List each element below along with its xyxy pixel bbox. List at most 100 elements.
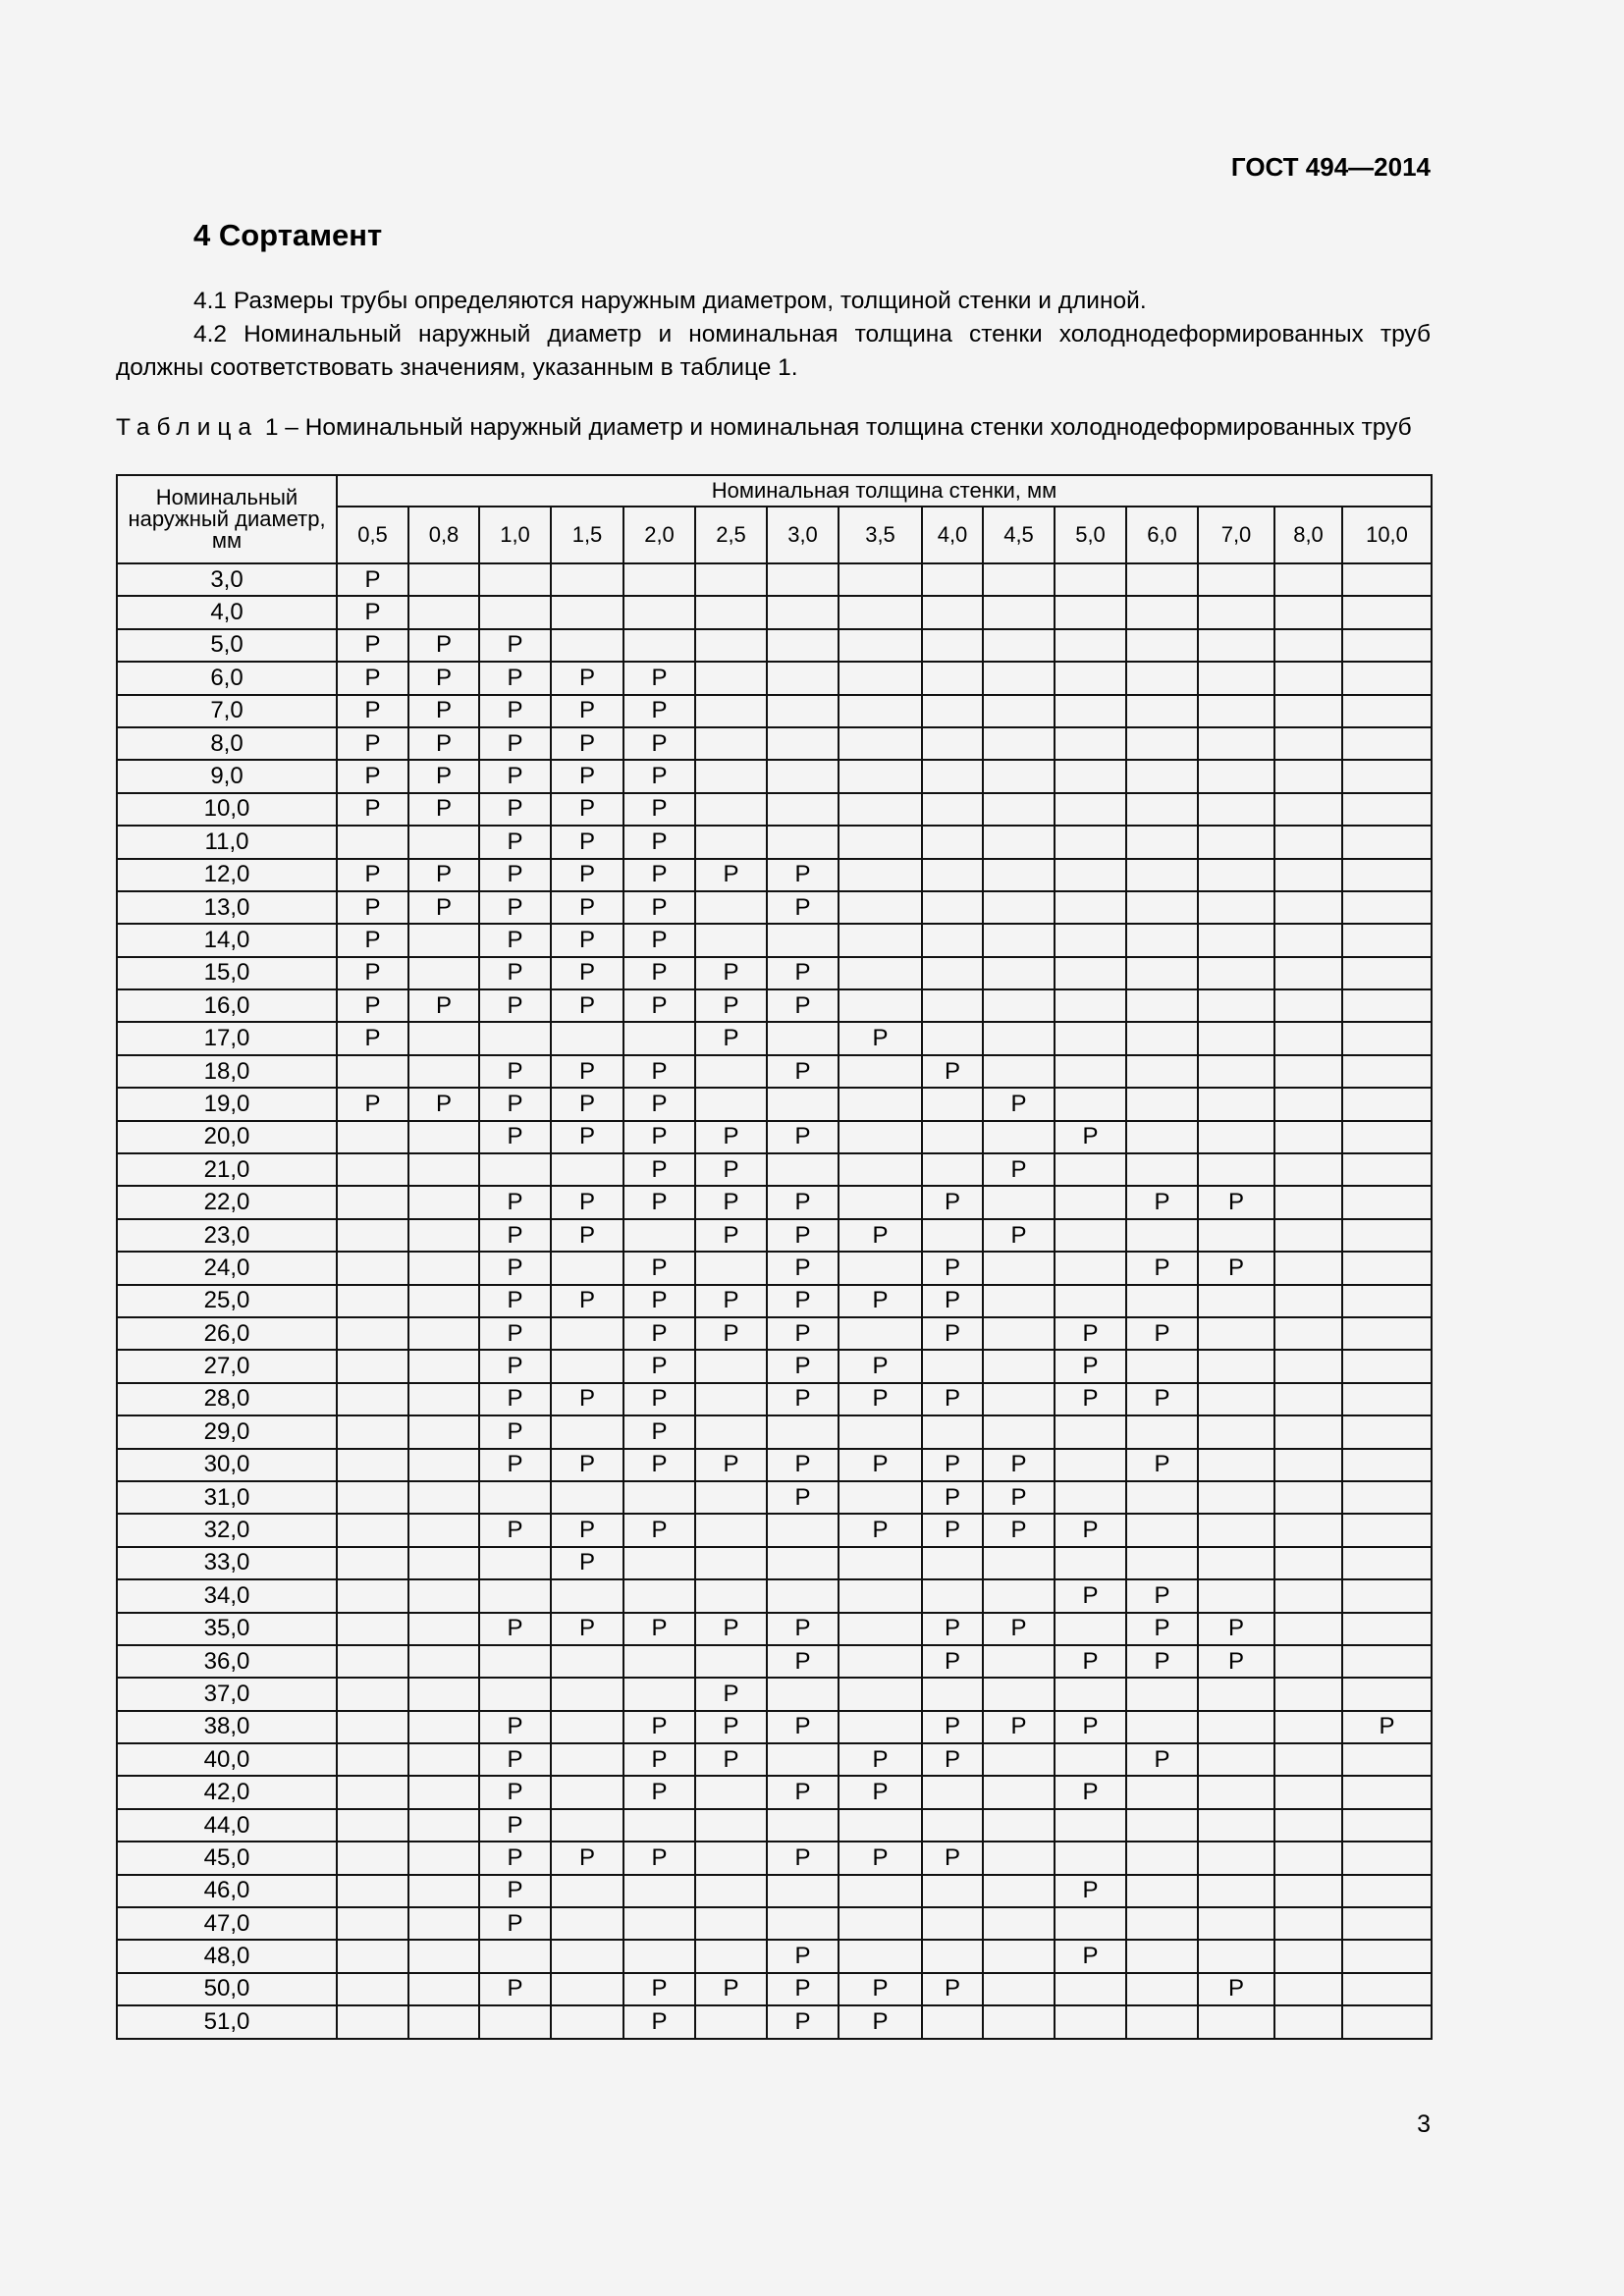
thickness-cell xyxy=(1197,1087,1275,1122)
thickness-cell xyxy=(623,1643,696,1680)
table-row: 35,0 Р Р Р Р Р Р Р Р Р xyxy=(116,1611,1433,1646)
thickness-cell: Р xyxy=(766,1053,839,1090)
thickness-cell: Р xyxy=(1054,1775,1127,1810)
thickness-cell xyxy=(550,561,624,598)
diameter-cell: 18,0 xyxy=(116,1053,338,1090)
thickness-cell: Р xyxy=(550,955,624,991)
thickness-cell: Р xyxy=(478,1906,552,1942)
thickness-cell: Р xyxy=(838,1217,923,1254)
thickness-cell xyxy=(1197,889,1275,926)
thickness-column-header: 4,0 xyxy=(921,506,984,564)
thickness-cell xyxy=(1125,1152,1199,1188)
thickness-cell xyxy=(1273,1381,1343,1417)
thickness-cell xyxy=(1197,955,1275,991)
thickness-cell xyxy=(550,1677,624,1712)
thickness-cell xyxy=(407,923,480,958)
thickness-cell xyxy=(1125,2004,1199,2040)
paragraph-4-2: 4.2 Номинальный наружный диаметр и номин… xyxy=(116,321,1431,381)
thickness-cell xyxy=(407,1021,480,1056)
thickness-cell: Р xyxy=(478,1873,552,1909)
thickness-cell xyxy=(407,1545,480,1581)
thickness-cell xyxy=(550,1775,624,1810)
thickness-cell: Р xyxy=(694,955,768,991)
thickness-cell xyxy=(1273,1709,1343,1745)
thickness-cell xyxy=(766,1087,839,1122)
thickness-cell xyxy=(1054,595,1127,630)
thickness-cell xyxy=(1273,1251,1343,1286)
diameter-cell: 4,0 xyxy=(116,595,338,630)
thickness-cell: Р xyxy=(1054,1643,1127,1680)
thickness-cell xyxy=(1125,1545,1199,1581)
thickness-cell: Р xyxy=(623,2004,696,2040)
thickness-cell: Р xyxy=(478,825,552,860)
thickness-cell: Р xyxy=(921,1611,984,1646)
thickness-column-header: 0,5 xyxy=(336,506,409,564)
thickness-cell: Р xyxy=(478,1283,552,1318)
thickness-cell xyxy=(982,1742,1056,1778)
thickness-cell: Р xyxy=(623,759,696,794)
thickness-cell xyxy=(921,1087,984,1122)
thickness-cell xyxy=(982,1545,1056,1581)
thickness-cell xyxy=(838,1611,923,1646)
thickness-cell xyxy=(1054,1217,1127,1254)
thickness-cell xyxy=(1197,759,1275,794)
thickness-cell: Р xyxy=(921,1283,984,1318)
thickness-cell xyxy=(1125,955,1199,991)
thickness-cell xyxy=(921,1807,984,1843)
thickness-cell: Р xyxy=(982,1217,1056,1254)
table-row: 17,0 Р Р Р xyxy=(116,1021,1433,1056)
thickness-cell: Р xyxy=(623,1152,696,1188)
thickness-cell xyxy=(694,759,768,794)
thickness-cell xyxy=(623,1906,696,1942)
thickness-cell xyxy=(1054,955,1127,991)
thickness-cell: Р xyxy=(1054,1709,1127,1745)
diameter-cell: 37,0 xyxy=(116,1677,338,1712)
thickness-cell: Р xyxy=(550,1087,624,1122)
thickness-cell: Р xyxy=(550,857,624,892)
thickness-cell: Р xyxy=(623,1381,696,1417)
thickness-cell: Р xyxy=(623,1415,696,1450)
thickness-cell xyxy=(407,1217,480,1254)
thickness-cell: Р xyxy=(623,1251,696,1286)
thickness-cell xyxy=(766,693,839,728)
thickness-cell: Р xyxy=(623,1775,696,1810)
thickness-cell: Р xyxy=(982,1479,1056,1516)
thickness-cell xyxy=(838,791,923,828)
table-row: 4,0 Р xyxy=(116,595,1433,630)
pipe-sizes-table: Номинальный наружный диаметр, мм Номинал… xyxy=(116,474,1433,2040)
diameter-header: Номинальный наружный диаметр, мм xyxy=(116,474,338,564)
diameter-cell: 47,0 xyxy=(116,1906,338,1942)
thickness-cell xyxy=(1273,1545,1343,1581)
thickness-cell xyxy=(1273,759,1343,794)
thickness-cell xyxy=(982,1251,1056,1286)
diameter-cell: 38,0 xyxy=(116,1709,338,1745)
thickness-cell xyxy=(1125,627,1199,664)
thickness-cell xyxy=(407,1185,480,1220)
thickness-cell xyxy=(766,1677,839,1712)
thickness-cell xyxy=(694,1479,768,1516)
thickness-cell xyxy=(982,1873,1056,1909)
thickness-cell: Р xyxy=(623,1185,696,1220)
thickness-cell: Р xyxy=(921,1315,984,1352)
thickness-cell xyxy=(921,1775,984,1810)
thickness-cell xyxy=(336,2004,409,2040)
diameter-cell: 21,0 xyxy=(116,1152,338,1188)
table-row: 44,0 Р xyxy=(116,1807,1433,1843)
diameter-cell: 16,0 xyxy=(116,988,338,1024)
thickness-cell xyxy=(1125,693,1199,728)
thickness-cell: Р xyxy=(623,1053,696,1090)
thickness-cell xyxy=(336,1152,409,1188)
thickness-cell xyxy=(336,1447,409,1482)
thickness-cell xyxy=(1273,1185,1343,1220)
thickness-cell xyxy=(838,1152,923,1188)
thickness-cell xyxy=(838,923,923,958)
thickness-cell xyxy=(1197,791,1275,828)
thickness-cell xyxy=(407,1939,480,1974)
thickness-cell xyxy=(921,1415,984,1450)
thickness-cell xyxy=(1054,693,1127,728)
thickness-cell xyxy=(694,1873,768,1909)
thickness-cell: Р xyxy=(838,1447,923,1482)
thickness-cell: Р xyxy=(407,889,480,926)
thickness-cell xyxy=(1273,1939,1343,1974)
diameter-cell: 14,0 xyxy=(116,923,338,958)
